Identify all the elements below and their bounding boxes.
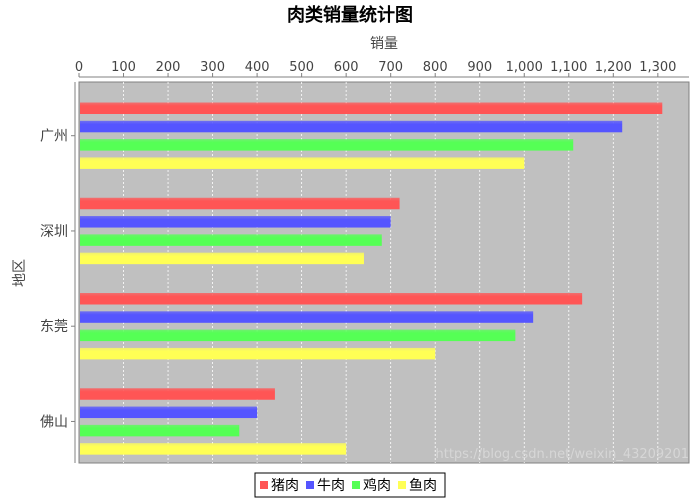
- legend: 猪肉 牛肉 鸡肉 鱼肉: [254, 472, 446, 498]
- x-tick-label: 200: [156, 60, 181, 75]
- plot-area: 0 100 200 300 400 500 600 700 800 900 1,000 1,100 1,…: [40, 60, 690, 464]
- x-tick-label: 0: [75, 60, 83, 75]
- bar-4-4: [80, 443, 347, 455]
- x-axis-label: 销量: [370, 36, 398, 52]
- x-tick-label: 1,100: [550, 60, 587, 75]
- bar-4-1: [80, 388, 275, 400]
- legend-label: 牛肉: [317, 478, 345, 494]
- x-tick-label: 100: [111, 60, 136, 75]
- x-tick-label: 800: [423, 60, 448, 75]
- legend-swatch: [306, 481, 314, 489]
- bar-3-3: [80, 329, 516, 342]
- bar-4-3: [80, 424, 240, 437]
- category-label: 东莞: [40, 319, 68, 335]
- bar-3-2: [80, 311, 534, 323]
- bar-1-4: [80, 157, 525, 169]
- x-tick-label: 1,000: [506, 60, 543, 75]
- bar-2-4: [80, 252, 364, 265]
- bar-1-3: [80, 139, 574, 151]
- bar-3-4: [80, 347, 436, 360]
- category-label: 佛山: [40, 414, 68, 430]
- category-label: 广州: [40, 129, 68, 145]
- bar-2-2: [80, 216, 391, 228]
- bar-2-3: [80, 234, 382, 246]
- bar-1-1: [80, 102, 663, 114]
- watermark: https://blog.csdn.net/weixin_43209201: [435, 447, 689, 462]
- x-tick-label: 900: [467, 60, 492, 75]
- x-tick-label: 700: [378, 60, 403, 75]
- bar-1-2: [80, 120, 623, 133]
- x-tick-label: 600: [334, 60, 359, 75]
- x-tick-label: 1,300: [639, 60, 676, 75]
- x-tick-label: 1,200: [595, 60, 632, 75]
- legend-swatch: [352, 481, 360, 489]
- legend-box: [254, 472, 446, 498]
- legend-swatch: [398, 481, 406, 489]
- y-axis-label: 地区: [12, 259, 28, 287]
- category-label: 深圳: [40, 224, 68, 240]
- legend-label: 鸡肉: [363, 477, 391, 494]
- bar-2-1: [80, 197, 400, 210]
- chart-title: 肉类销量统计图: [287, 4, 413, 26]
- legend-label: 鱼肉: [409, 477, 437, 494]
- x-tick-label: 300: [200, 60, 225, 75]
- legend-swatch: [260, 481, 268, 489]
- x-tick-label: 400: [245, 60, 270, 75]
- bar-4-2: [80, 406, 258, 419]
- bar-3-1: [80, 293, 583, 305]
- legend-label: 猪肉: [271, 478, 299, 494]
- x-tick-label: 500: [289, 60, 314, 75]
